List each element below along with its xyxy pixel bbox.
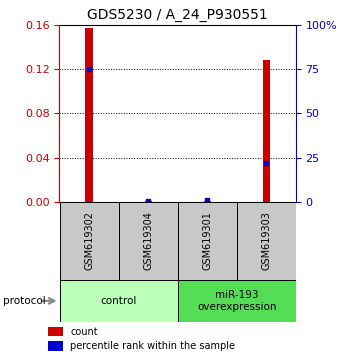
Text: percentile rank within the sample: percentile rank within the sample xyxy=(70,341,235,351)
Bar xyxy=(237,202,296,280)
Bar xyxy=(144,201,152,202)
Bar xyxy=(48,341,63,351)
Bar xyxy=(177,202,237,280)
Bar xyxy=(59,280,177,322)
Bar xyxy=(177,280,296,322)
Text: GSM619302: GSM619302 xyxy=(84,211,94,270)
Bar xyxy=(204,201,211,202)
Bar xyxy=(85,28,92,202)
Title: GDS5230 / A_24_P930551: GDS5230 / A_24_P930551 xyxy=(87,8,268,22)
Text: count: count xyxy=(70,327,98,337)
Bar xyxy=(263,60,270,202)
Text: miR-193
overexpression: miR-193 overexpression xyxy=(197,290,276,312)
Text: protocol: protocol xyxy=(3,296,46,306)
Bar xyxy=(48,327,63,336)
Bar xyxy=(119,202,177,280)
Text: GSM619301: GSM619301 xyxy=(202,211,212,270)
Text: control: control xyxy=(100,296,137,306)
Text: GSM619303: GSM619303 xyxy=(261,211,271,270)
Bar xyxy=(59,202,119,280)
Text: GSM619304: GSM619304 xyxy=(143,211,153,270)
